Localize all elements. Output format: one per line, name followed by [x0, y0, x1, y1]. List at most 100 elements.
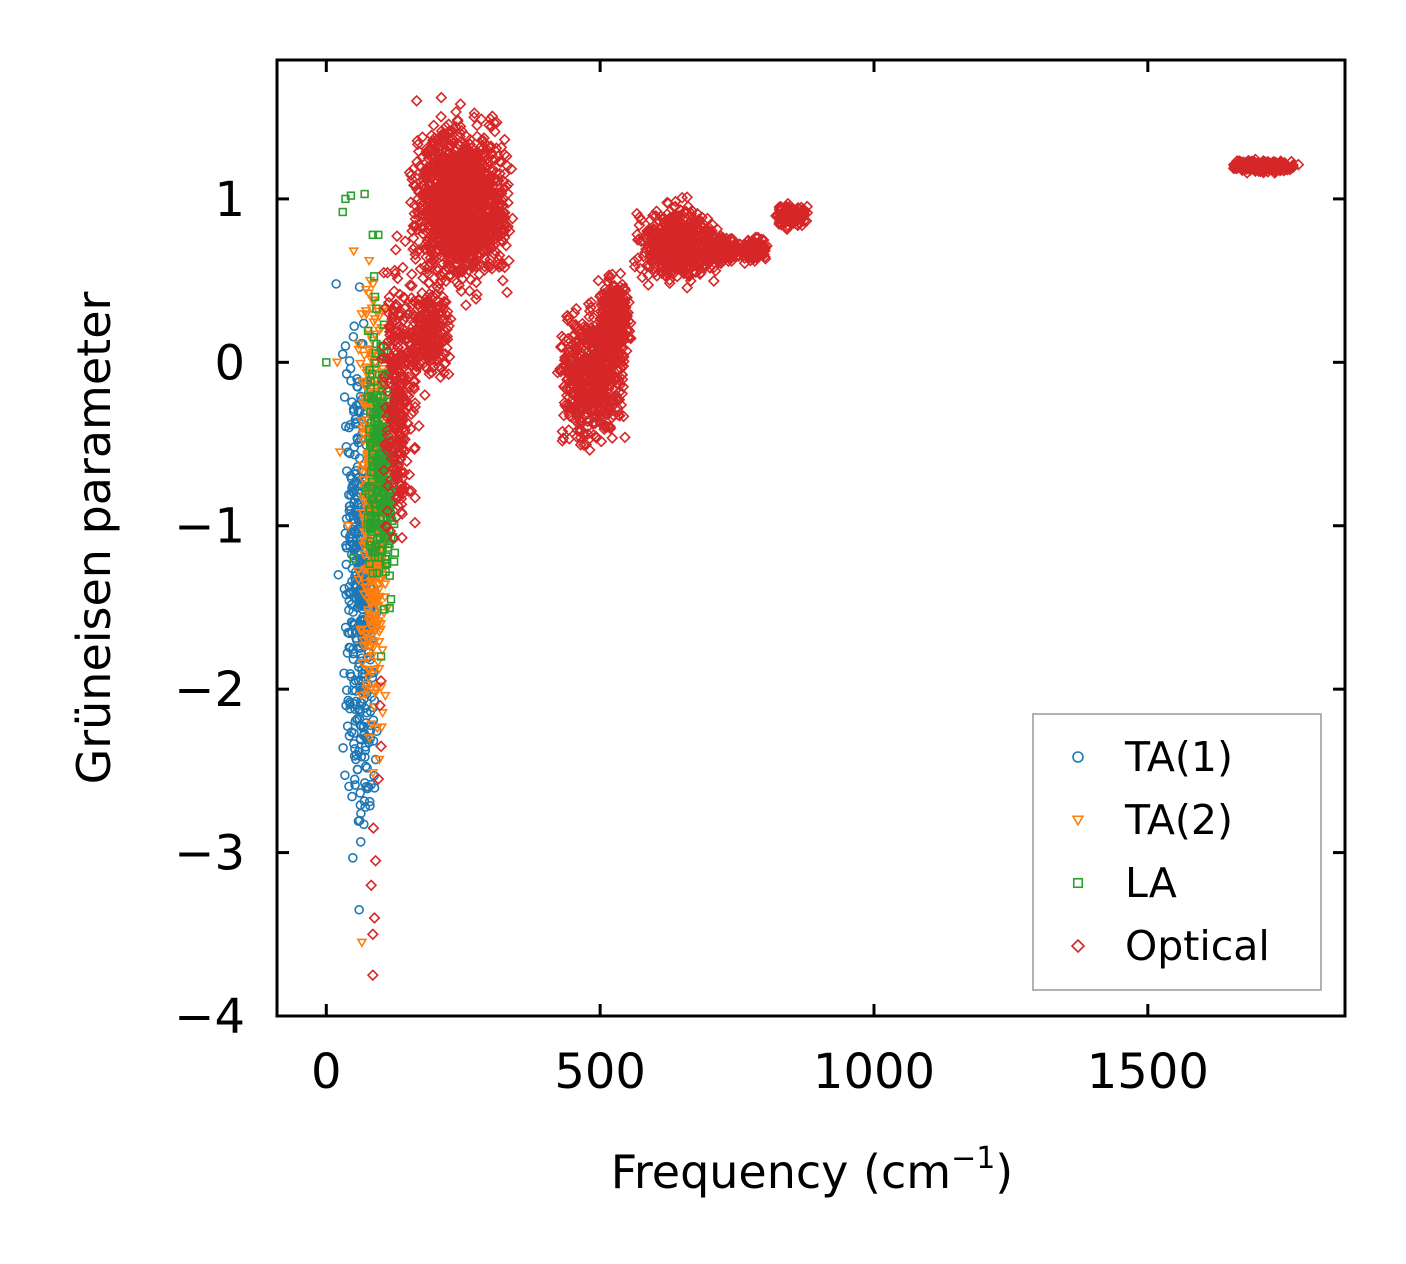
data-point	[361, 635, 373, 646]
data-point	[363, 256, 375, 267]
data-point	[356, 751, 367, 762]
data-point	[377, 464, 390, 477]
data-point	[349, 321, 360, 332]
data-point	[427, 361, 440, 374]
data-point	[385, 351, 398, 363]
data-point	[407, 331, 419, 344]
data-point	[600, 346, 612, 359]
data-point	[427, 119, 440, 132]
data-point	[356, 659, 368, 669]
data-point	[343, 447, 354, 458]
data-point	[562, 424, 575, 437]
data-point	[333, 569, 344, 580]
data-point	[486, 110, 499, 123]
data-point	[478, 147, 491, 160]
data-point	[467, 256, 480, 269]
data-point	[570, 302, 583, 315]
data-point	[381, 504, 394, 517]
data-point	[394, 410, 407, 423]
data-point	[707, 275, 720, 287]
data-point	[340, 421, 351, 432]
data-point	[602, 276, 615, 289]
data-point	[577, 438, 590, 451]
data-point	[366, 376, 375, 385]
data-point	[403, 307, 416, 320]
data-point	[443, 320, 455, 332]
data-point	[385, 571, 394, 580]
data-point	[371, 724, 383, 734]
data-point	[613, 311, 626, 324]
data-point	[590, 431, 603, 444]
data-point	[447, 163, 460, 175]
data-point	[339, 392, 350, 402]
data-point	[393, 427, 406, 440]
data-point	[367, 768, 379, 779]
data-point	[397, 291, 410, 304]
series-optical	[365, 91, 1305, 982]
data-point	[370, 364, 382, 374]
data-point	[436, 178, 449, 191]
data-point	[349, 554, 358, 563]
data-point	[595, 376, 607, 389]
data-point	[434, 202, 446, 215]
data-point	[373, 755, 385, 765]
data-point	[581, 407, 594, 420]
data-point	[413, 160, 426, 173]
data-point	[569, 321, 582, 334]
data-point	[556, 425, 569, 438]
data-point	[367, 672, 378, 683]
data-point	[458, 237, 471, 250]
data-point	[356, 378, 368, 388]
data-point	[405, 408, 418, 421]
data-point	[385, 539, 394, 549]
data-point	[451, 115, 464, 128]
data-point	[593, 358, 606, 370]
data-point	[379, 691, 391, 702]
data-point	[438, 331, 451, 344]
data-point	[356, 808, 366, 819]
data-point	[395, 331, 408, 344]
data-point	[584, 301, 597, 314]
data-point	[571, 406, 584, 419]
data-point	[498, 133, 511, 146]
data-point	[583, 367, 596, 380]
data-point	[456, 196, 469, 209]
data-point	[428, 200, 441, 213]
data-point	[370, 620, 382, 630]
data-point	[377, 709, 389, 719]
data-point	[459, 204, 472, 217]
data-point	[486, 153, 499, 166]
data-point	[425, 236, 438, 249]
data-point	[416, 287, 428, 299]
data-point	[399, 235, 412, 248]
data-point	[360, 189, 369, 199]
data-point	[496, 274, 509, 287]
data-point	[358, 476, 369, 486]
data-point	[322, 358, 331, 367]
data-point	[354, 904, 364, 915]
data-point	[443, 241, 456, 253]
data-point	[422, 238, 435, 251]
data-point	[387, 476, 400, 489]
data-point	[372, 304, 381, 313]
data-point	[366, 537, 375, 546]
data-point	[412, 145, 425, 158]
data-point	[345, 668, 356, 679]
data-point	[430, 216, 443, 229]
data-point	[360, 690, 372, 700]
data-point	[375, 620, 387, 630]
data-point	[394, 407, 407, 420]
data-point	[498, 206, 511, 219]
data-point	[349, 738, 359, 749]
data-point	[468, 107, 481, 120]
data-point	[617, 380, 630, 393]
data-point	[588, 375, 601, 388]
data-point	[561, 373, 574, 386]
data-point	[348, 853, 358, 863]
data-point	[369, 428, 379, 437]
data-point	[429, 320, 442, 333]
data-point	[587, 380, 599, 393]
data-point	[470, 276, 483, 289]
data-point	[481, 146, 494, 159]
data-point	[359, 583, 371, 593]
